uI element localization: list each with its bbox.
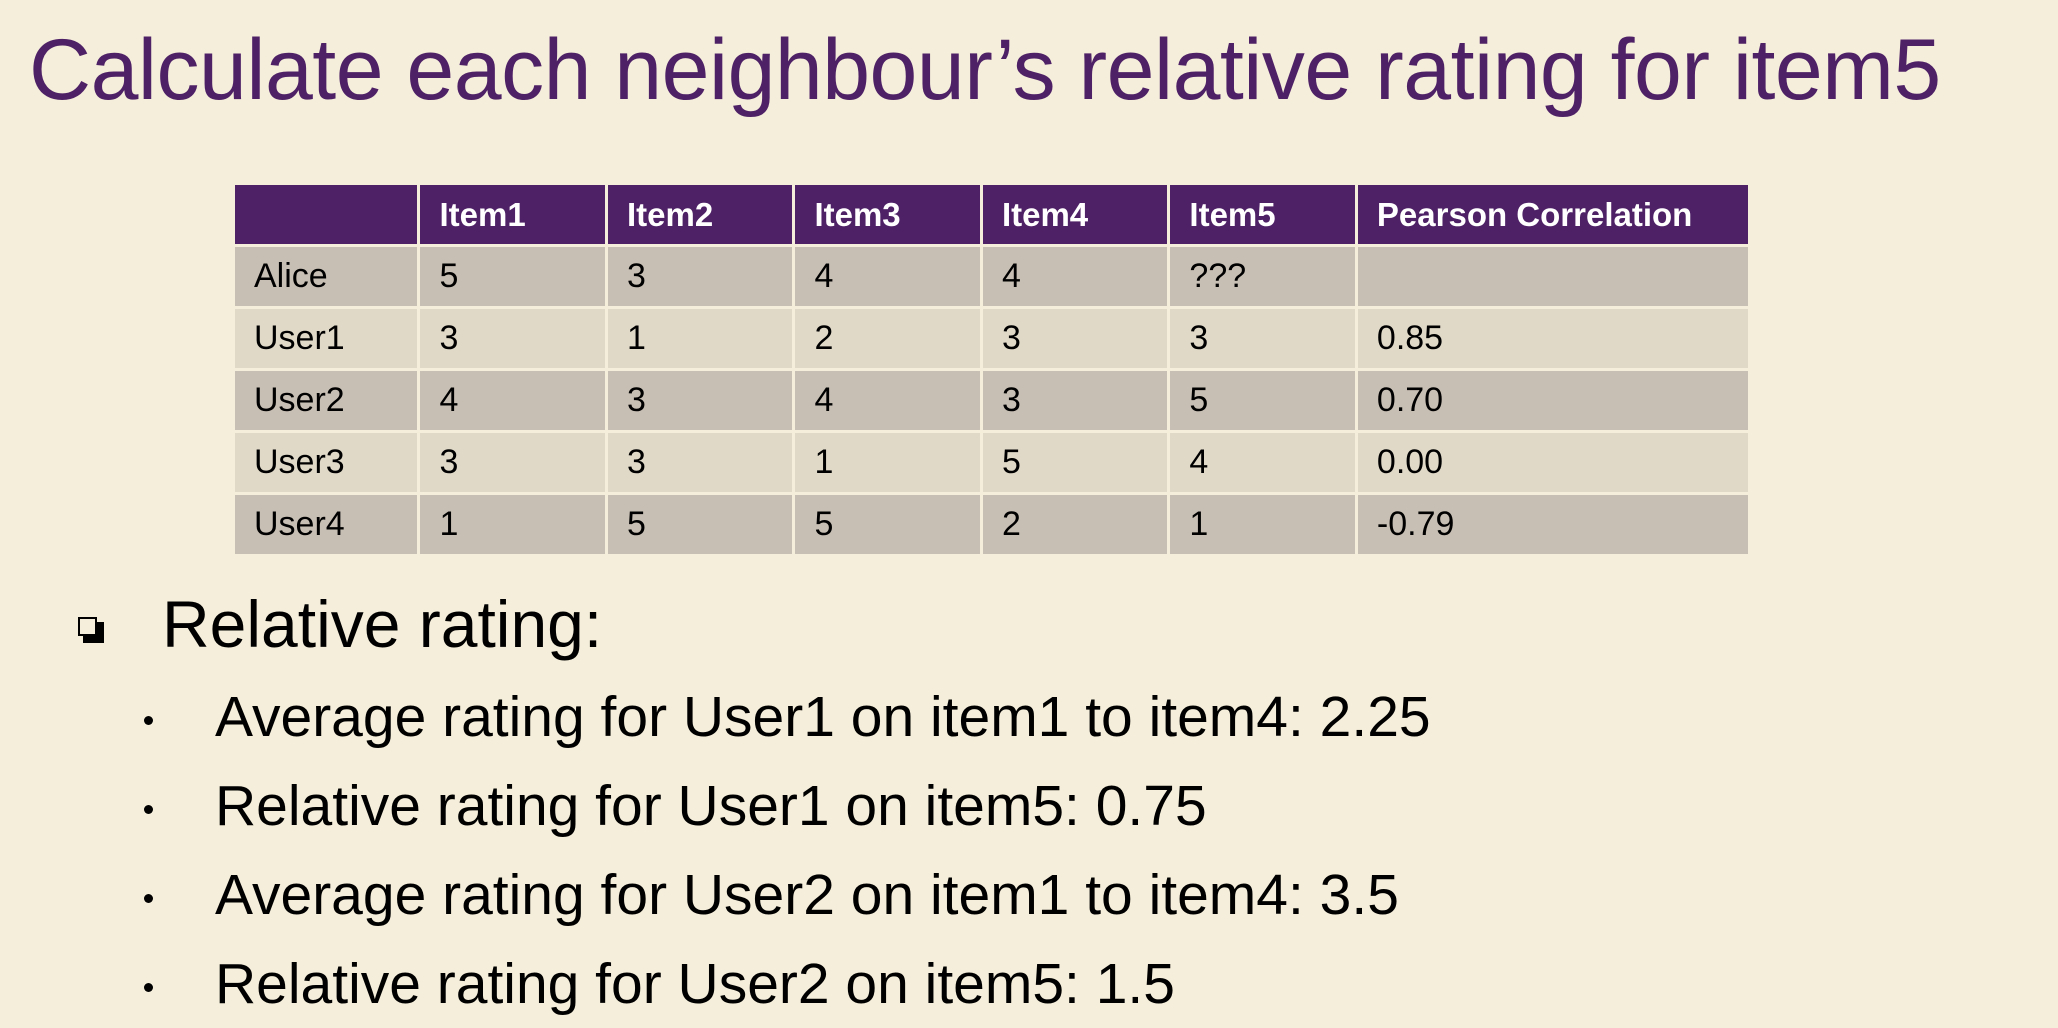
- table-cell: 1: [1167, 492, 1358, 557]
- table-cell: 2: [792, 306, 983, 371]
- table-header-cell: Item2: [604, 182, 796, 247]
- table-row: User2 4 3 4 3 5 0.70: [231, 368, 1752, 433]
- table-header-cell: Pearson Correlation: [1354, 182, 1752, 247]
- table-cell: 0.70: [1354, 368, 1752, 433]
- table-cell: 5: [792, 492, 983, 557]
- table-cell: 3: [979, 306, 1171, 371]
- list-item-text: Average rating for User2 on item1 to ite…: [215, 862, 1399, 927]
- dot-bullet-icon: [144, 805, 153, 814]
- table-cell: 1: [604, 306, 796, 371]
- table-row: User1 3 1 2 3 3 0.85: [231, 306, 1752, 371]
- slide-title: Calculate each neighbour’s relative rati…: [29, 22, 1941, 118]
- list-item: Average rating for User2 on item1 to ite…: [144, 850, 1431, 939]
- table-cell: User1: [231, 306, 421, 371]
- table-cell: 3: [417, 306, 608, 371]
- table-row: Alice 5 3 4 4 ???: [231, 244, 1752, 309]
- list-item: Average rating for User1 on item1 to ite…: [144, 672, 1431, 761]
- table-cell: 3: [417, 430, 608, 495]
- table-header-row: Item1 Item2 Item3 Item4 Item5 Pearson Co…: [231, 182, 1752, 247]
- table-cell: 5: [604, 492, 796, 557]
- table-cell: User2: [231, 368, 421, 433]
- table-cell: -0.79: [1354, 492, 1752, 557]
- table-cell: [1354, 244, 1752, 309]
- table-header-cell: Item5: [1167, 182, 1358, 247]
- table-cell: 1: [792, 430, 983, 495]
- dot-bullet-icon: [144, 894, 153, 903]
- table-cell: 5: [417, 244, 608, 309]
- list-item-text: Relative rating for User2 on item5: 1.5: [215, 951, 1175, 1016]
- table-header-cell: Item1: [417, 182, 608, 247]
- ratings-table: Item1 Item2 Item3 Item4 Item5 Pearson Co…: [231, 182, 1752, 557]
- sub-bullet-list: Average rating for User1 on item1 to ite…: [144, 672, 1431, 1028]
- table-row: User4 1 5 5 2 1 -0.79: [231, 492, 1752, 557]
- table-cell: 4: [792, 368, 983, 433]
- table-cell: 3: [604, 368, 796, 433]
- table-cell: User4: [231, 492, 421, 557]
- table-cell: 5: [979, 430, 1171, 495]
- table-cell: 4: [417, 368, 608, 433]
- table-header-cell: Item4: [979, 182, 1171, 247]
- list-item-text: Relative rating for User1 on item5: 0.75: [215, 773, 1207, 838]
- table-cell: 3: [1167, 306, 1358, 371]
- list-item: Relative rating for User1 on item5: 0.75: [144, 761, 1431, 850]
- table-cell: 4: [979, 244, 1171, 309]
- table-cell: 3: [604, 430, 796, 495]
- table-cell: 0.85: [1354, 306, 1752, 371]
- dot-bullet-icon: [144, 983, 153, 992]
- table-cell: ???: [1167, 244, 1358, 309]
- square-bullet-icon: [78, 617, 104, 643]
- list-item-text: Average rating for User1 on item1 to ite…: [215, 684, 1431, 749]
- table-header-cell: [231, 182, 421, 247]
- table-cell: 4: [1167, 430, 1358, 495]
- table-row: User3 3 3 1 5 4 0.00: [231, 430, 1752, 495]
- table-cell: 1: [417, 492, 608, 557]
- table-cell: User3: [231, 430, 421, 495]
- table-cell: Alice: [231, 244, 421, 309]
- dot-bullet-icon: [144, 716, 153, 725]
- main-bullet-text: Relative rating:: [162, 587, 603, 661]
- table-cell: 2: [979, 492, 1171, 557]
- table-header-cell: Item3: [792, 182, 983, 247]
- table-cell: 5: [1167, 368, 1358, 433]
- main-bullet: Relative rating:: [78, 584, 602, 664]
- table-cell: 0.00: [1354, 430, 1752, 495]
- table-cell: 4: [792, 244, 983, 309]
- table-cell: 3: [979, 368, 1171, 433]
- table-cell: 3: [604, 244, 796, 309]
- list-item: Relative rating for User2 on item5: 1.5: [144, 939, 1431, 1028]
